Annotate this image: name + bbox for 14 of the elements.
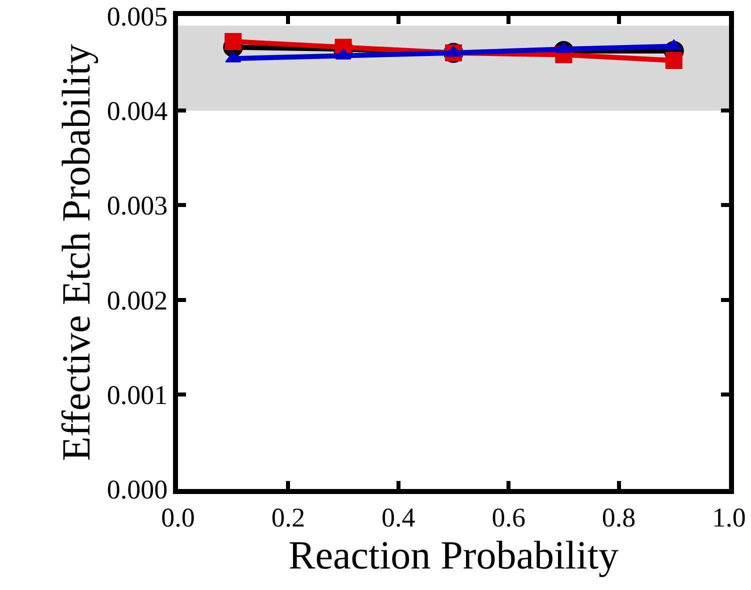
y-tick-label: 0.003 — [106, 190, 168, 221]
x-tick-label: 0.4 — [382, 502, 416, 532]
y-tick-label: 0.000 — [106, 474, 168, 504]
x-tick-label: 0.6 — [492, 502, 526, 532]
x-tick-label: 0.0 — [161, 502, 195, 532]
x-axis-title: Reaction Probability — [288, 532, 618, 578]
y-tick-label: 0.001 — [106, 380, 168, 410]
x-tick-label: 1.0 — [712, 502, 746, 532]
y-tick-label: 0.002 — [106, 285, 168, 316]
y-tick-label: 0.005 — [106, 1, 168, 32]
y-axis-title: Effective Etch Probability — [53, 44, 98, 461]
x-tick-label: 0.2 — [271, 502, 306, 532]
y-tick-label: 0.004 — [106, 96, 168, 126]
x-tick-label: 0.8 — [602, 502, 636, 532]
